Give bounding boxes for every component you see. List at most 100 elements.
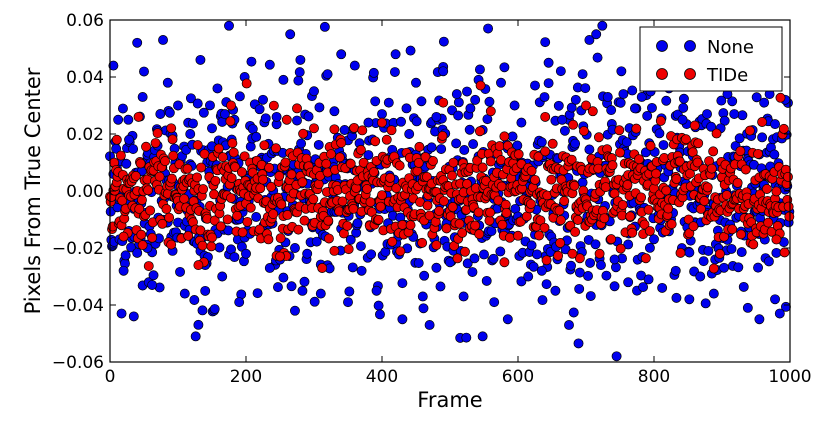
- point-none: [451, 138, 462, 149]
- point-none: [601, 270, 612, 281]
- point-none: [537, 295, 548, 306]
- point-none: [264, 59, 275, 70]
- point-none: [285, 29, 296, 40]
- point-tide: [634, 154, 644, 165]
- point-none: [609, 254, 620, 265]
- point-none: [319, 21, 330, 32]
- point-tide: [133, 111, 144, 122]
- point-none: [260, 113, 271, 124]
- point-tide: [574, 253, 585, 264]
- point-none: [570, 94, 581, 105]
- y-tick-label: −0.06: [52, 353, 104, 373]
- point-tide: [241, 78, 252, 89]
- point-none: [366, 249, 377, 260]
- point-tide: [228, 147, 239, 158]
- point-none: [375, 309, 385, 320]
- point-tide: [783, 201, 794, 212]
- point-tide: [736, 229, 746, 240]
- legend-label-none: None: [707, 37, 754, 58]
- point-none: [540, 37, 551, 48]
- point-none: [185, 129, 196, 139]
- point-none: [615, 97, 626, 108]
- point-none: [496, 77, 506, 88]
- point-none: [726, 243, 737, 254]
- point-tide: [460, 246, 470, 257]
- point-tide: [329, 124, 340, 135]
- point-tide: [405, 220, 416, 231]
- point-tide: [237, 227, 248, 238]
- point-none: [175, 266, 185, 277]
- point-tide: [358, 157, 369, 168]
- point-tide: [365, 197, 376, 208]
- point-tide: [732, 177, 743, 188]
- point-tide: [525, 199, 536, 209]
- point-none: [543, 78, 554, 89]
- point-none: [389, 67, 400, 77]
- point-tide: [195, 225, 206, 236]
- point-none: [647, 102, 657, 113]
- point-none: [124, 134, 134, 145]
- point-tide: [470, 220, 481, 231]
- point-tide: [414, 141, 425, 152]
- legend-box: [639, 26, 783, 92]
- point-tide: [599, 213, 610, 224]
- point-none: [453, 110, 464, 121]
- point-none: [148, 270, 159, 281]
- point-none: [495, 246, 506, 257]
- point-tide: [655, 115, 666, 126]
- point-tide: [706, 163, 717, 174]
- point-none: [627, 85, 638, 96]
- point-none: [590, 239, 601, 250]
- point-none: [121, 158, 132, 169]
- point-tide: [748, 239, 759, 250]
- point-none: [702, 109, 712, 120]
- point-none: [377, 109, 387, 120]
- legend-marker-none-2: [684, 40, 696, 52]
- point-tide: [761, 184, 772, 194]
- point-tide: [775, 92, 786, 103]
- point-none: [193, 319, 204, 330]
- point-none: [738, 281, 749, 292]
- point-tide: [225, 116, 236, 127]
- point-none: [606, 105, 617, 116]
- point-tide: [541, 255, 552, 266]
- point-tide: [614, 125, 625, 136]
- point-none: [336, 49, 347, 60]
- point-tide: [615, 147, 625, 158]
- point-none: [189, 295, 200, 305]
- point-tide: [215, 221, 226, 232]
- point-none: [278, 272, 289, 283]
- point-tide: [266, 181, 277, 192]
- point-tide: [168, 150, 179, 161]
- point-tide: [474, 229, 485, 240]
- point-none: [481, 275, 492, 286]
- point-tide: [661, 185, 672, 196]
- point-tide: [207, 232, 217, 243]
- point-none: [234, 91, 245, 102]
- point-tide: [348, 203, 359, 214]
- point-none: [661, 95, 672, 106]
- point-none: [474, 64, 485, 75]
- point-none: [147, 280, 158, 290]
- point-none: [479, 249, 489, 260]
- x-axis-label: Frame: [417, 388, 482, 412]
- point-none: [292, 115, 302, 126]
- point-none: [462, 258, 473, 269]
- point-tide: [230, 162, 241, 173]
- point-none: [642, 110, 653, 121]
- point-tide: [217, 152, 228, 163]
- point-none: [464, 124, 475, 135]
- point-none: [383, 97, 394, 108]
- y-tick-label: −0.04: [52, 296, 104, 316]
- point-none: [451, 89, 462, 100]
- point-tide: [422, 200, 433, 211]
- x-tick-label: 400: [366, 367, 398, 387]
- point-tide: [477, 162, 488, 173]
- point-tide: [183, 230, 194, 241]
- point-tide: [193, 260, 204, 271]
- point-tide: [693, 138, 704, 149]
- point-none: [602, 91, 613, 102]
- point-none: [757, 132, 768, 143]
- point-none: [566, 102, 577, 113]
- point-tide: [270, 143, 281, 154]
